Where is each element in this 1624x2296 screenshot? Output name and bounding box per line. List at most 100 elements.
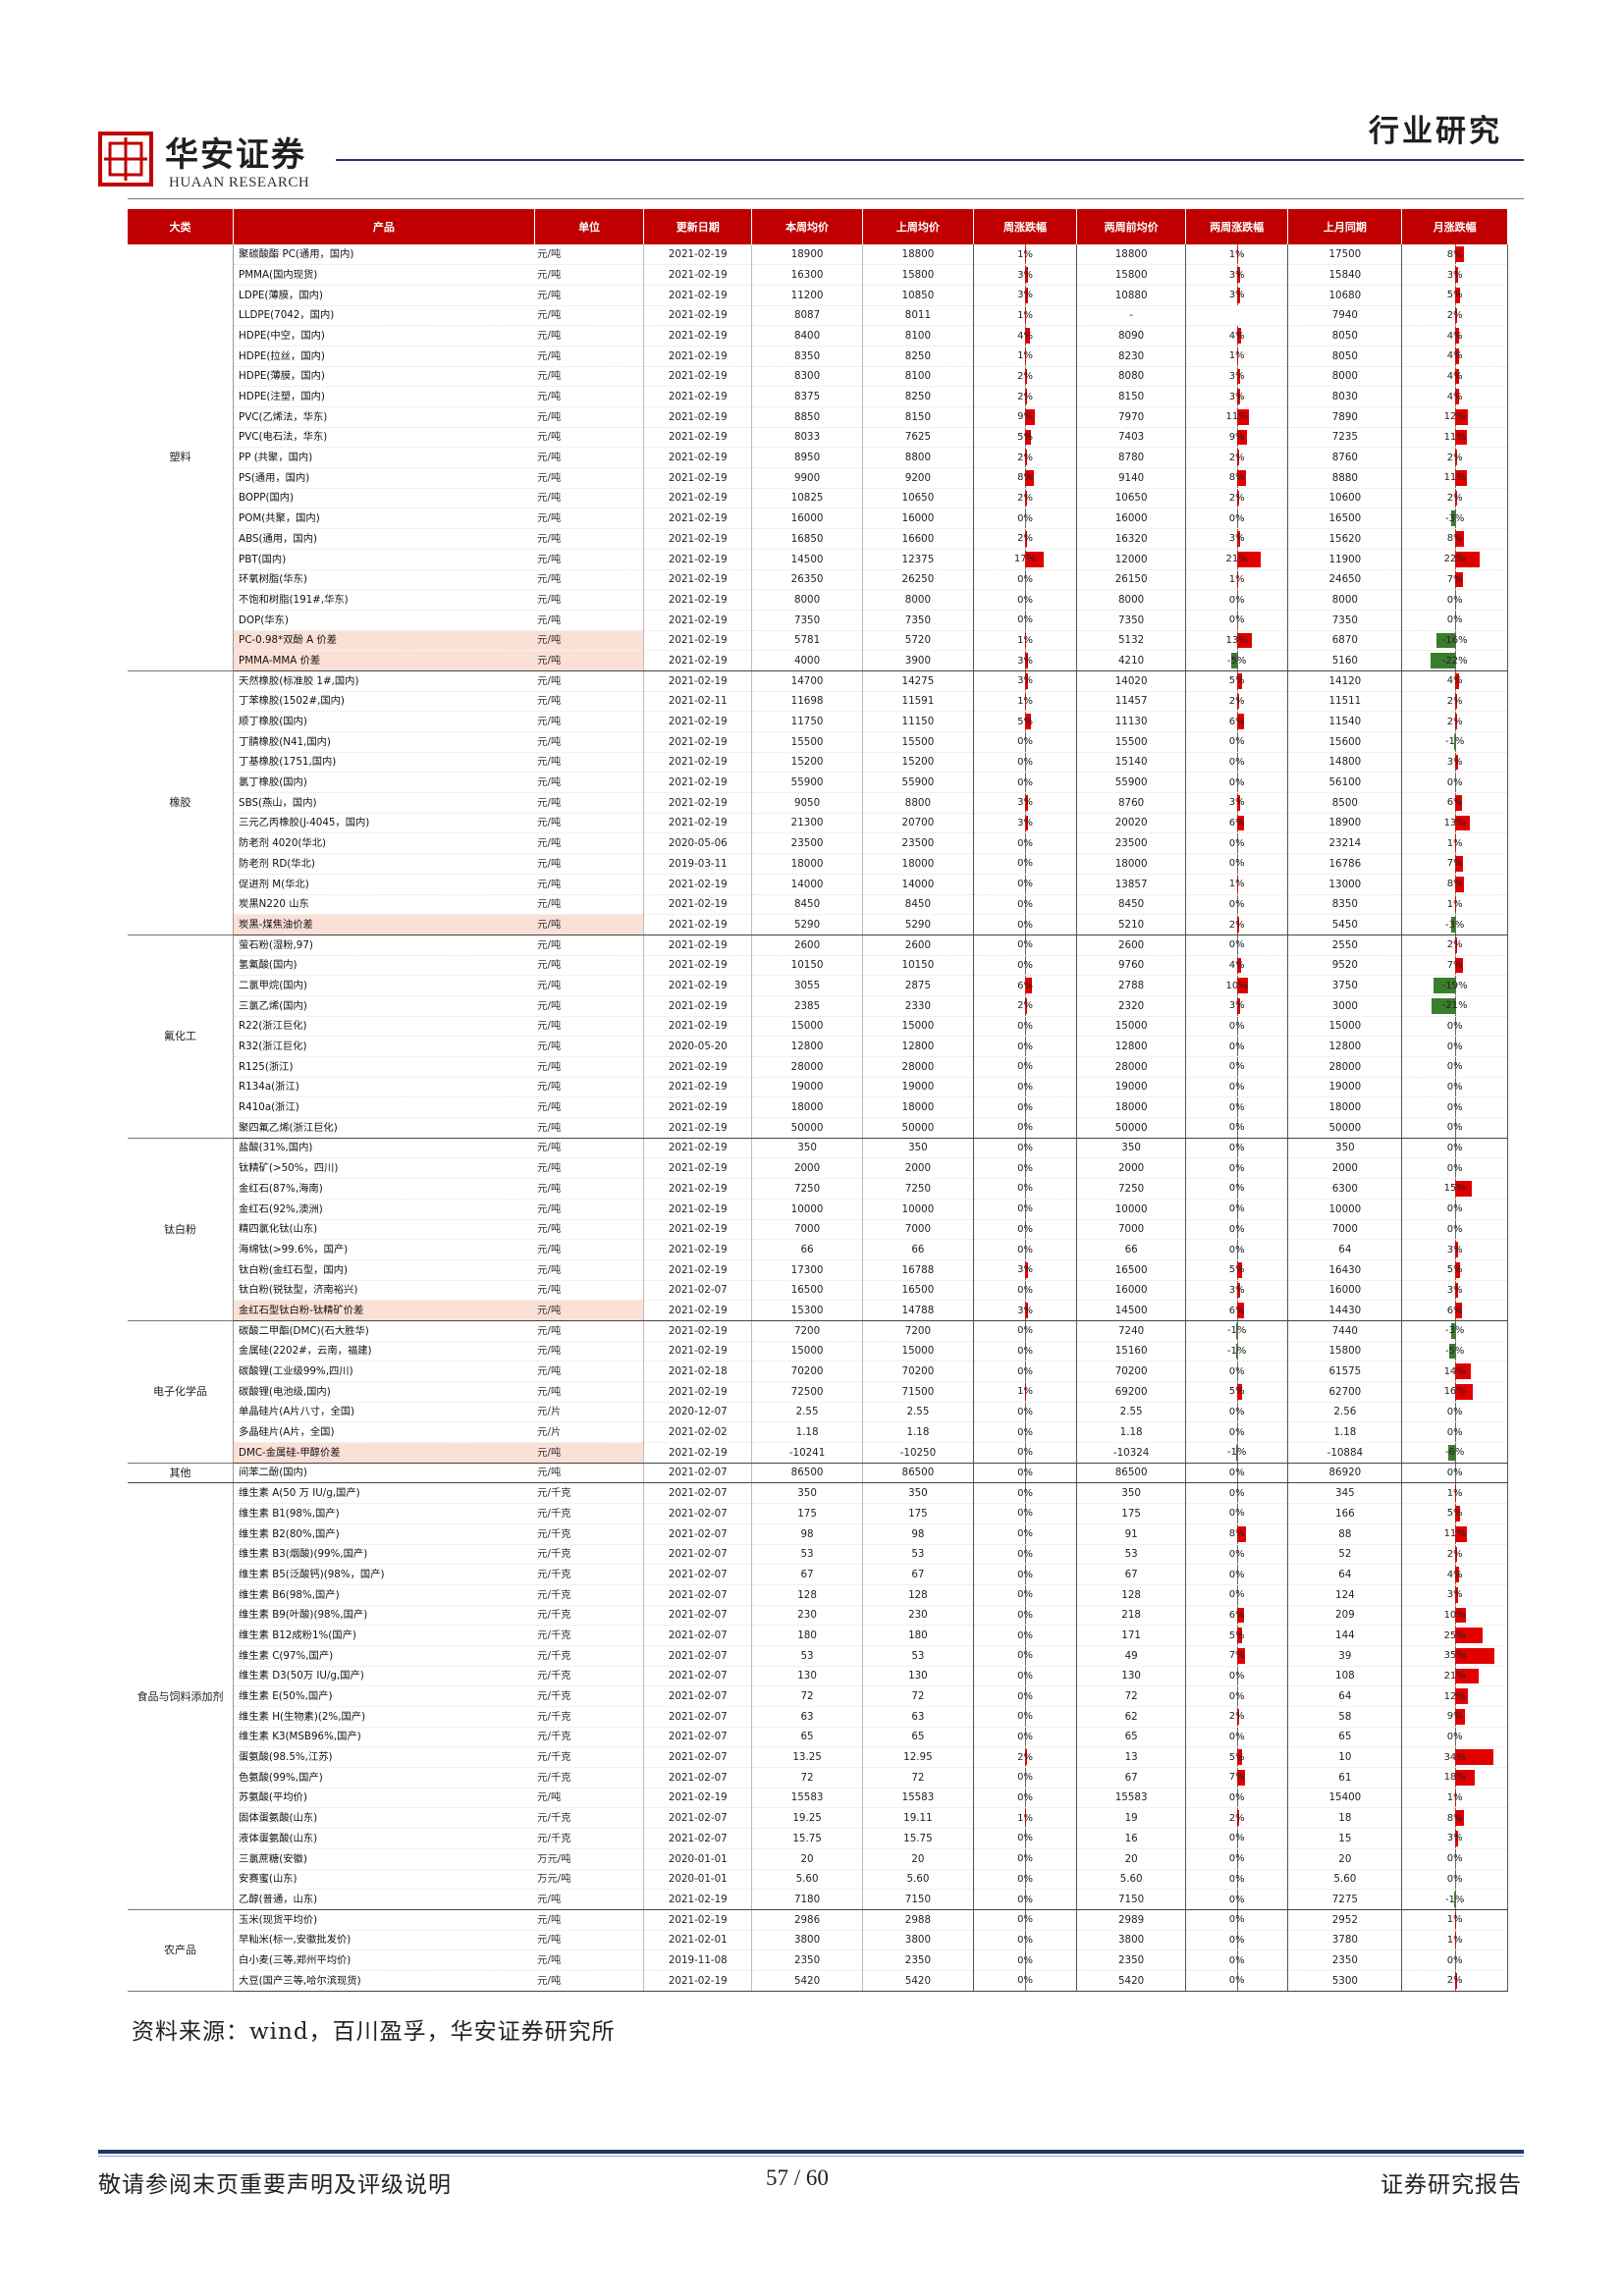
price-cell: 5.60 [1287, 1869, 1402, 1891]
bar-axis [1236, 1848, 1238, 1869]
price-cell: 53 [861, 1645, 974, 1667]
update-date: 2021-02-19 [643, 1442, 752, 1464]
change-cell: 0% [1184, 1564, 1289, 1585]
bar-axis [1236, 1483, 1238, 1503]
price-cell: 7200 [861, 1320, 974, 1342]
price-cell: 15583 [751, 1788, 863, 1809]
bar-axis [1454, 1037, 1456, 1056]
change-bar [1236, 490, 1239, 507]
change-bar [1235, 1343, 1237, 1360]
change-cell: -5% [1184, 650, 1289, 671]
unit-cell: 元/吨 [534, 244, 644, 266]
change-cell: 2% [1401, 305, 1508, 327]
product-name: 防老剂 4020(华北) [233, 832, 535, 855]
change-value: 0% [1228, 837, 1245, 849]
change-cell: 2% [1184, 691, 1289, 713]
change-value: 0% [1228, 1162, 1245, 1174]
product-name: 碳酸锂(工业级99%,四川) [233, 1361, 535, 1382]
change-bar [1436, 632, 1455, 649]
update-date: 2021-02-19 [643, 792, 752, 814]
product-name: 碳酸锂(电池级,国内) [233, 1381, 535, 1403]
price-cell: 11511 [1287, 691, 1402, 713]
change-value: 0% [1228, 1244, 1245, 1255]
unit-cell: 元/吨 [534, 346, 644, 367]
price-cell: 209 [1287, 1605, 1402, 1627]
unit-cell: 万元/吨 [534, 1848, 644, 1870]
change-cell: 11% [1401, 467, 1508, 489]
update-date: 2021-02-07 [643, 1482, 752, 1505]
unit-cell: 元/吨 [534, 650, 644, 671]
price-cell: 15583 [861, 1788, 974, 1809]
change-bar [1025, 978, 1032, 993]
change-cell: 0% [972, 1706, 1078, 1728]
change-value: -1% [1226, 1325, 1247, 1337]
bar-axis [1454, 1016, 1456, 1036]
bar-axis [1454, 773, 1456, 792]
change-value: 0% [1017, 1732, 1033, 1743]
update-date: 2021-02-19 [643, 1300, 752, 1321]
price-cell: 16000 [1076, 507, 1186, 530]
product-name: 盐酸(31%,国内) [233, 1138, 535, 1159]
price-cell: 8800 [861, 447, 974, 469]
bar-axis [1236, 752, 1238, 772]
change-value: 0% [1228, 614, 1245, 626]
change-cell: 0% [1401, 1077, 1508, 1098]
change-value: 22% [1443, 554, 1466, 565]
change-value: 0% [1228, 1122, 1245, 1134]
bar-axis [1454, 1950, 1456, 1970]
change-cell: -1% [1184, 1442, 1289, 1464]
change-value: 3% [1228, 797, 1245, 809]
change-value: 0% [1228, 1407, 1245, 1418]
price-cell: 67 [751, 1564, 863, 1585]
price-cell: 8030 [1287, 386, 1402, 407]
change-value: 0% [1228, 594, 1245, 606]
change-bar [1236, 1749, 1243, 1766]
product-name: 液体蛋氨酸(山东) [233, 1828, 535, 1849]
change-cell: 0% [972, 1320, 1078, 1342]
change-bar [1236, 267, 1241, 283]
change-value: 5% [1228, 1751, 1245, 1763]
price-cell: 15000 [751, 1341, 863, 1362]
change-value: 0% [1228, 858, 1245, 870]
unit-cell: 元/吨 [534, 711, 644, 732]
product-name: R22(浙江巨化) [233, 1016, 535, 1038]
bar-axis [1454, 1341, 1456, 1361]
price-cell: 3780 [1287, 1930, 1402, 1951]
price-cell: 8090 [1076, 325, 1186, 347]
unit-cell: 元/吨 [534, 447, 644, 469]
bar-axis [1454, 976, 1456, 995]
table-row: 维生素 H(生物素)(2%,国产) 元/千克 2021-02-07 63 63 0% 62 2… [128, 1706, 1508, 1728]
price-cell: 2000 [1287, 1157, 1402, 1180]
table-row: R410a(浙江) 元/吨 2021-02-19 18000 18000 0% 18000 0… [128, 1096, 1508, 1119]
bar-axis [1236, 1240, 1238, 1259]
table-row: 氢氟酸(国内) 元/吨 2021-02-19 10150 10150 0% 9760 4% 95… [128, 955, 1508, 977]
price-cell: 23500 [751, 832, 863, 855]
unit-cell: 元/吨 [534, 691, 644, 713]
change-cell: 15% [1401, 1178, 1508, 1200]
unit-cell: 元/吨 [534, 569, 644, 591]
unit-cell: 元/吨 [534, 1788, 644, 1809]
change-cell: 0% [972, 1584, 1078, 1606]
table-row: 早籼米(标一,安徽批发价) 元/吨 2021-02-01 3800 3800 0% 3800… [128, 1930, 1508, 1951]
change-cell: 3% [1184, 366, 1289, 388]
price-cell: 11457 [1076, 691, 1186, 713]
unit-cell: 元/吨 [534, 1178, 644, 1200]
update-date: 2021-02-19 [643, 1096, 752, 1119]
change-cell: 5% [1184, 1381, 1289, 1403]
change-value: 0% [1228, 1975, 1245, 1987]
change-value: 0% [1017, 512, 1033, 524]
price-cell: 2.56 [1287, 1402, 1402, 1423]
change-cell: 0% [1184, 1930, 1289, 1951]
table-row: 单晶硅片(A片八寸，全国) 元/片 2020-12-07 2.55 2.55 0% 2.55… [128, 1402, 1508, 1423]
table-row: R22(浙江巨化) 元/吨 2021-02-19 15000 15000 0% 15000 0… [128, 1016, 1508, 1038]
price-cell: 15800 [1287, 1341, 1402, 1362]
change-value: 0% [1017, 1325, 1033, 1337]
change-value: 0% [1228, 1894, 1245, 1905]
price-cell: 16000 [861, 507, 974, 530]
change-cell: 5% [972, 427, 1078, 449]
change-bar [1025, 997, 1028, 1014]
bar-axis [1236, 1666, 1238, 1685]
table-row: 乙醇(普通，山东) 元/吨 2021-02-19 7180 7150 0% 7150 0% 72… [128, 1889, 1508, 1910]
product-name: 维生素 A(50 万 IU/g,国产) [233, 1482, 535, 1505]
change-value: 0% [1017, 1853, 1033, 1865]
